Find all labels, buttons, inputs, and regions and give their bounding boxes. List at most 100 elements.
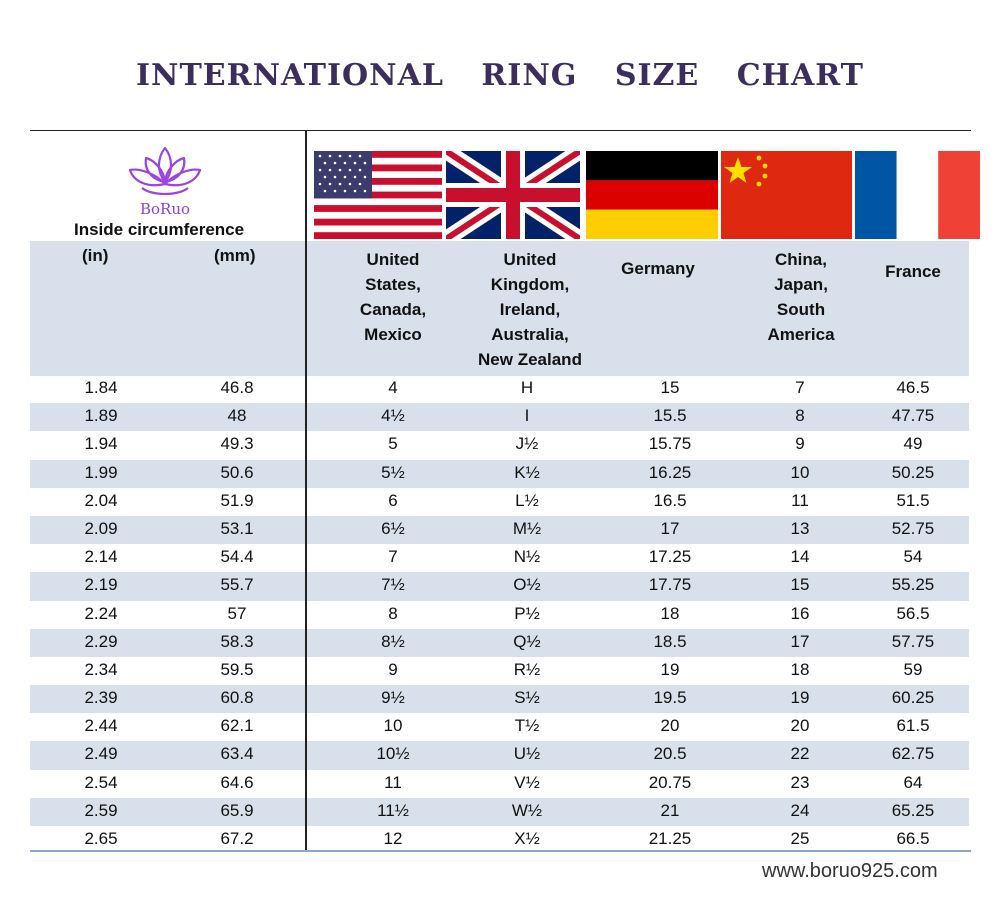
table-row: 1.89 48 4½ I 15.5 8 47.75 bbox=[30, 403, 969, 432]
germany-size-cell: 19.5 bbox=[653, 688, 687, 708]
china-flag-icon bbox=[721, 151, 852, 239]
size-mm-cell: 65.9 bbox=[220, 800, 254, 820]
column-header-china: China, Japan, South America bbox=[741, 247, 861, 347]
size-mm-cell: 58.3 bbox=[220, 631, 254, 651]
uk-size-cell: T½ bbox=[514, 716, 540, 736]
size-in-cell: 1.99 bbox=[84, 462, 118, 482]
size-in-cell: 2.49 bbox=[84, 744, 118, 764]
table-row: 2.44 62.1 10 T½ 20 20 61.5 bbox=[30, 713, 969, 741]
germany-size-cell: 15.75 bbox=[648, 434, 692, 454]
table-row: 1.99 50.6 5½ K½ 16.25 10 50.25 bbox=[30, 459, 969, 488]
china-size-cell: 7 bbox=[795, 378, 805, 397]
china-size-cell: 22 bbox=[790, 744, 810, 764]
size-mm-cell: 55.7 bbox=[220, 575, 254, 595]
size-mm-cell: 48 bbox=[227, 406, 247, 426]
size-mm-cell: 50.6 bbox=[220, 462, 254, 482]
size-table: 1.84 46.8 4 H 15 7 46.5 1.89 48 4½ I 15.5 8 47.75 1.94… bbox=[30, 375, 969, 854]
germany-size-cell: 18.5 bbox=[653, 631, 687, 651]
size-in-cell: 2.34 bbox=[84, 659, 118, 679]
china-size-cell: 25 bbox=[790, 829, 810, 848]
us-size-cell: 10½ bbox=[376, 744, 410, 764]
uk-size-cell: V½ bbox=[514, 772, 540, 792]
page-title: INTERNATIONAL RING SIZE CHART bbox=[136, 58, 864, 93]
size-in-cell: 2.54 bbox=[84, 772, 118, 792]
france-size-cell: 59 bbox=[903, 659, 923, 679]
uk-size-cell: H bbox=[520, 378, 534, 397]
france-size-cell: 64 bbox=[903, 772, 923, 792]
header-band bbox=[30, 241, 969, 376]
uk-size-cell: K½ bbox=[514, 462, 540, 482]
table-row: 2.39 60.8 9½ S½ 19.5 19 60.25 bbox=[30, 685, 969, 714]
size-in-cell: 2.04 bbox=[84, 490, 118, 510]
table-row: 2.65 67.2 12 X½ 21.25 25 66.5 bbox=[30, 826, 969, 854]
uk-size-cell: N½ bbox=[513, 547, 541, 567]
header-line: New Zealand bbox=[478, 350, 582, 369]
table-row: 2.49 63.4 10½ U½ 20.5 22 62.75 bbox=[30, 741, 969, 770]
germany-size-cell: 16.5 bbox=[653, 490, 687, 510]
unit-in-header: (in) bbox=[82, 246, 109, 265]
france-size-cell: 62.75 bbox=[891, 744, 935, 764]
size-mm-cell: 62.1 bbox=[220, 716, 254, 736]
china-size-cell: 17 bbox=[790, 631, 810, 651]
france-size-cell: 55.25 bbox=[891, 575, 935, 595]
china-size-cell: 8 bbox=[795, 406, 805, 426]
france-size-cell: 60.25 bbox=[891, 688, 935, 708]
germany-size-cell: 17.25 bbox=[648, 547, 692, 567]
table-row: 1.94 49.3 5 J½ 15.75 9 49 bbox=[30, 431, 969, 459]
germany-size-cell: 21 bbox=[660, 800, 680, 820]
france-size-cell: 49 bbox=[903, 434, 923, 454]
size-in-cell: 2.14 bbox=[84, 547, 118, 567]
column-header-france: France bbox=[853, 259, 973, 284]
table-row: 2.29 58.3 8½ Q½ 18.5 17 57.75 bbox=[30, 628, 969, 657]
uk-size-cell: Q½ bbox=[513, 631, 541, 651]
germany-size-cell: 20.5 bbox=[653, 744, 687, 764]
us-size-cell: 7½ bbox=[381, 575, 405, 595]
size-in-cell: 2.09 bbox=[84, 518, 118, 538]
column-header-us: United States, Canada, Mexico bbox=[333, 247, 453, 347]
germany-size-cell: 20.75 bbox=[648, 772, 692, 792]
size-in-cell: 2.65 bbox=[84, 829, 118, 848]
size-in-cell: 2.44 bbox=[84, 716, 118, 736]
france-size-cell: 50.25 bbox=[891, 462, 935, 482]
france-size-cell: 56.5 bbox=[896, 603, 930, 623]
us-size-cell: 12 bbox=[383, 829, 403, 848]
us-size-cell: 10 bbox=[383, 716, 403, 736]
size-in-cell: 2.39 bbox=[84, 688, 118, 708]
header-line: China, bbox=[775, 250, 827, 269]
column-header-germany: Germany bbox=[598, 256, 718, 281]
header-line: States, bbox=[365, 275, 421, 294]
size-mm-cell: 54.4 bbox=[220, 547, 254, 567]
france-flag-icon bbox=[855, 151, 980, 239]
brand-name: BoRuo bbox=[139, 200, 191, 218]
germany-size-cell: 16.25 bbox=[648, 462, 692, 482]
bottom-divider bbox=[30, 850, 971, 852]
us-size-cell: 5 bbox=[388, 434, 398, 454]
vertical-divider bbox=[305, 130, 307, 852]
size-mm-cell: 53.1 bbox=[220, 518, 254, 538]
column-header-uk: United Kingdom, Ireland, Australia, New … bbox=[462, 247, 598, 372]
france-size-cell: 57.75 bbox=[891, 631, 935, 651]
france-size-cell: 65.25 bbox=[891, 800, 935, 820]
us-size-cell: 6 bbox=[388, 490, 398, 510]
table-row: 2.14 54.4 7 N½ 17.25 14 54 bbox=[30, 544, 969, 572]
uk-size-cell: J½ bbox=[515, 434, 539, 454]
china-size-cell: 10 bbox=[790, 462, 810, 482]
size-in-cell: 1.89 bbox=[84, 406, 118, 426]
header-line: America bbox=[767, 325, 835, 344]
size-mm-cell: 49.3 bbox=[220, 434, 254, 454]
uk-size-cell: U½ bbox=[513, 744, 541, 764]
us-size-cell: 9½ bbox=[381, 688, 405, 708]
size-in-cell: 2.59 bbox=[84, 800, 118, 820]
website-link[interactable]: www.boruo925.com bbox=[762, 860, 938, 882]
size-in-cell: 2.19 bbox=[84, 575, 118, 595]
china-size-cell: 23 bbox=[790, 772, 810, 792]
header-line: Japan, bbox=[774, 275, 828, 294]
uk-size-cell: O½ bbox=[513, 575, 541, 595]
france-size-cell: 61.5 bbox=[896, 716, 930, 736]
uk-flag-icon bbox=[446, 151, 580, 239]
uk-size-cell: I bbox=[524, 406, 530, 426]
header-line: France bbox=[885, 262, 941, 281]
header-line: United bbox=[366, 250, 420, 269]
table-row: 2.59 65.9 11½ W½ 21 24 65.25 bbox=[30, 797, 969, 826]
us-size-cell: 5½ bbox=[381, 462, 405, 482]
